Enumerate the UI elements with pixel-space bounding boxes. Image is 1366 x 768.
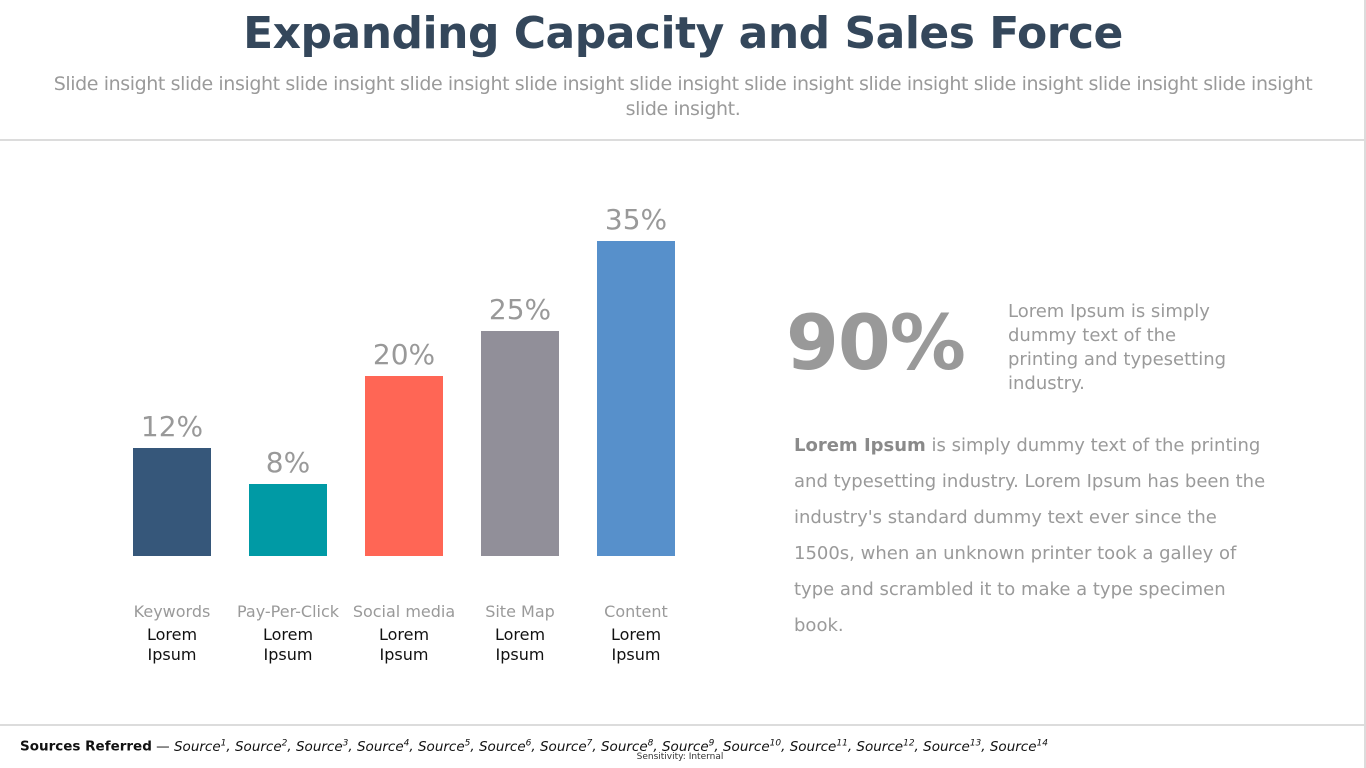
highlight-stat: 90% [786, 298, 966, 387]
source-item: Source8 [600, 738, 654, 755]
source-item: Source6 [478, 738, 532, 755]
source-item: Source12 [856, 738, 915, 755]
category-label: Site Map [485, 602, 555, 621]
sources-label: Sources Referred [20, 738, 152, 755]
source-item: Source4 [356, 738, 410, 755]
source-item: Source9 [661, 738, 715, 755]
bar-pay-per-click [249, 484, 327, 556]
category-sublabel: Lorem Ipsum [494, 625, 546, 664]
sensitivity-label: Sensitivity: Internal [636, 752, 724, 762]
source-item: Source13 [923, 738, 982, 755]
bar-keywords [133, 448, 211, 556]
sources-separator: — [151, 738, 174, 755]
source-item: Source3 [295, 738, 349, 755]
category-sublabel: Lorem Ipsum [378, 625, 430, 664]
source-item: Source2 [234, 738, 288, 755]
page-title: Expanding Capacity and Sales Force [243, 8, 1123, 59]
category-label: Pay-Per-Click [236, 602, 340, 621]
category-sublabel: Lorem Ipsum [610, 625, 662, 664]
data-label: 35% [605, 203, 667, 236]
source-item: Source5 [417, 738, 471, 755]
slide-insight: Slide insight slide insight slide insigh… [53, 73, 1313, 120]
source-item: Source10 [722, 738, 782, 755]
data-label: 8% [266, 446, 310, 479]
bar-site-map [481, 331, 559, 556]
data-label: 20% [373, 338, 435, 371]
description-paragraph: Lorem Ipsum is simply dummy text of the … [794, 428, 1274, 644]
category-label: Keywords [133, 602, 211, 621]
category-sublabel: Lorem Ipsum [262, 625, 314, 664]
category-label: Content [604, 602, 668, 621]
sources-referred: Sources Referred — Source1, Source2, Sou… [20, 738, 1350, 755]
bar-social-media [365, 376, 443, 556]
source-item: Source7 [539, 738, 593, 755]
sources-list: Source1, Source2, Source3, Source4, Sour… [173, 738, 1048, 755]
data-label: 25% [489, 293, 551, 326]
category-label: Social media [352, 602, 456, 621]
footer-divider [0, 724, 1366, 726]
source-item: Source14 [989, 738, 1048, 755]
bar-chart: 12% 8% 20% 25% 35% [133, 203, 675, 556]
source-item: Source11 [789, 738, 848, 755]
highlight-note: Lorem Ipsum is simply dummy text of the … [1008, 301, 1227, 394]
description-text: is simply dummy text of the printing and… [794, 435, 1266, 636]
bar-content [597, 241, 675, 556]
data-label: 12% [141, 410, 203, 443]
slide-edge [1364, 0, 1366, 768]
header-divider [0, 139, 1366, 141]
source-item: Source1 [173, 738, 227, 755]
category-sublabel: Lorem Ipsum [146, 625, 198, 664]
description-bold: Lorem Ipsum [794, 435, 926, 456]
